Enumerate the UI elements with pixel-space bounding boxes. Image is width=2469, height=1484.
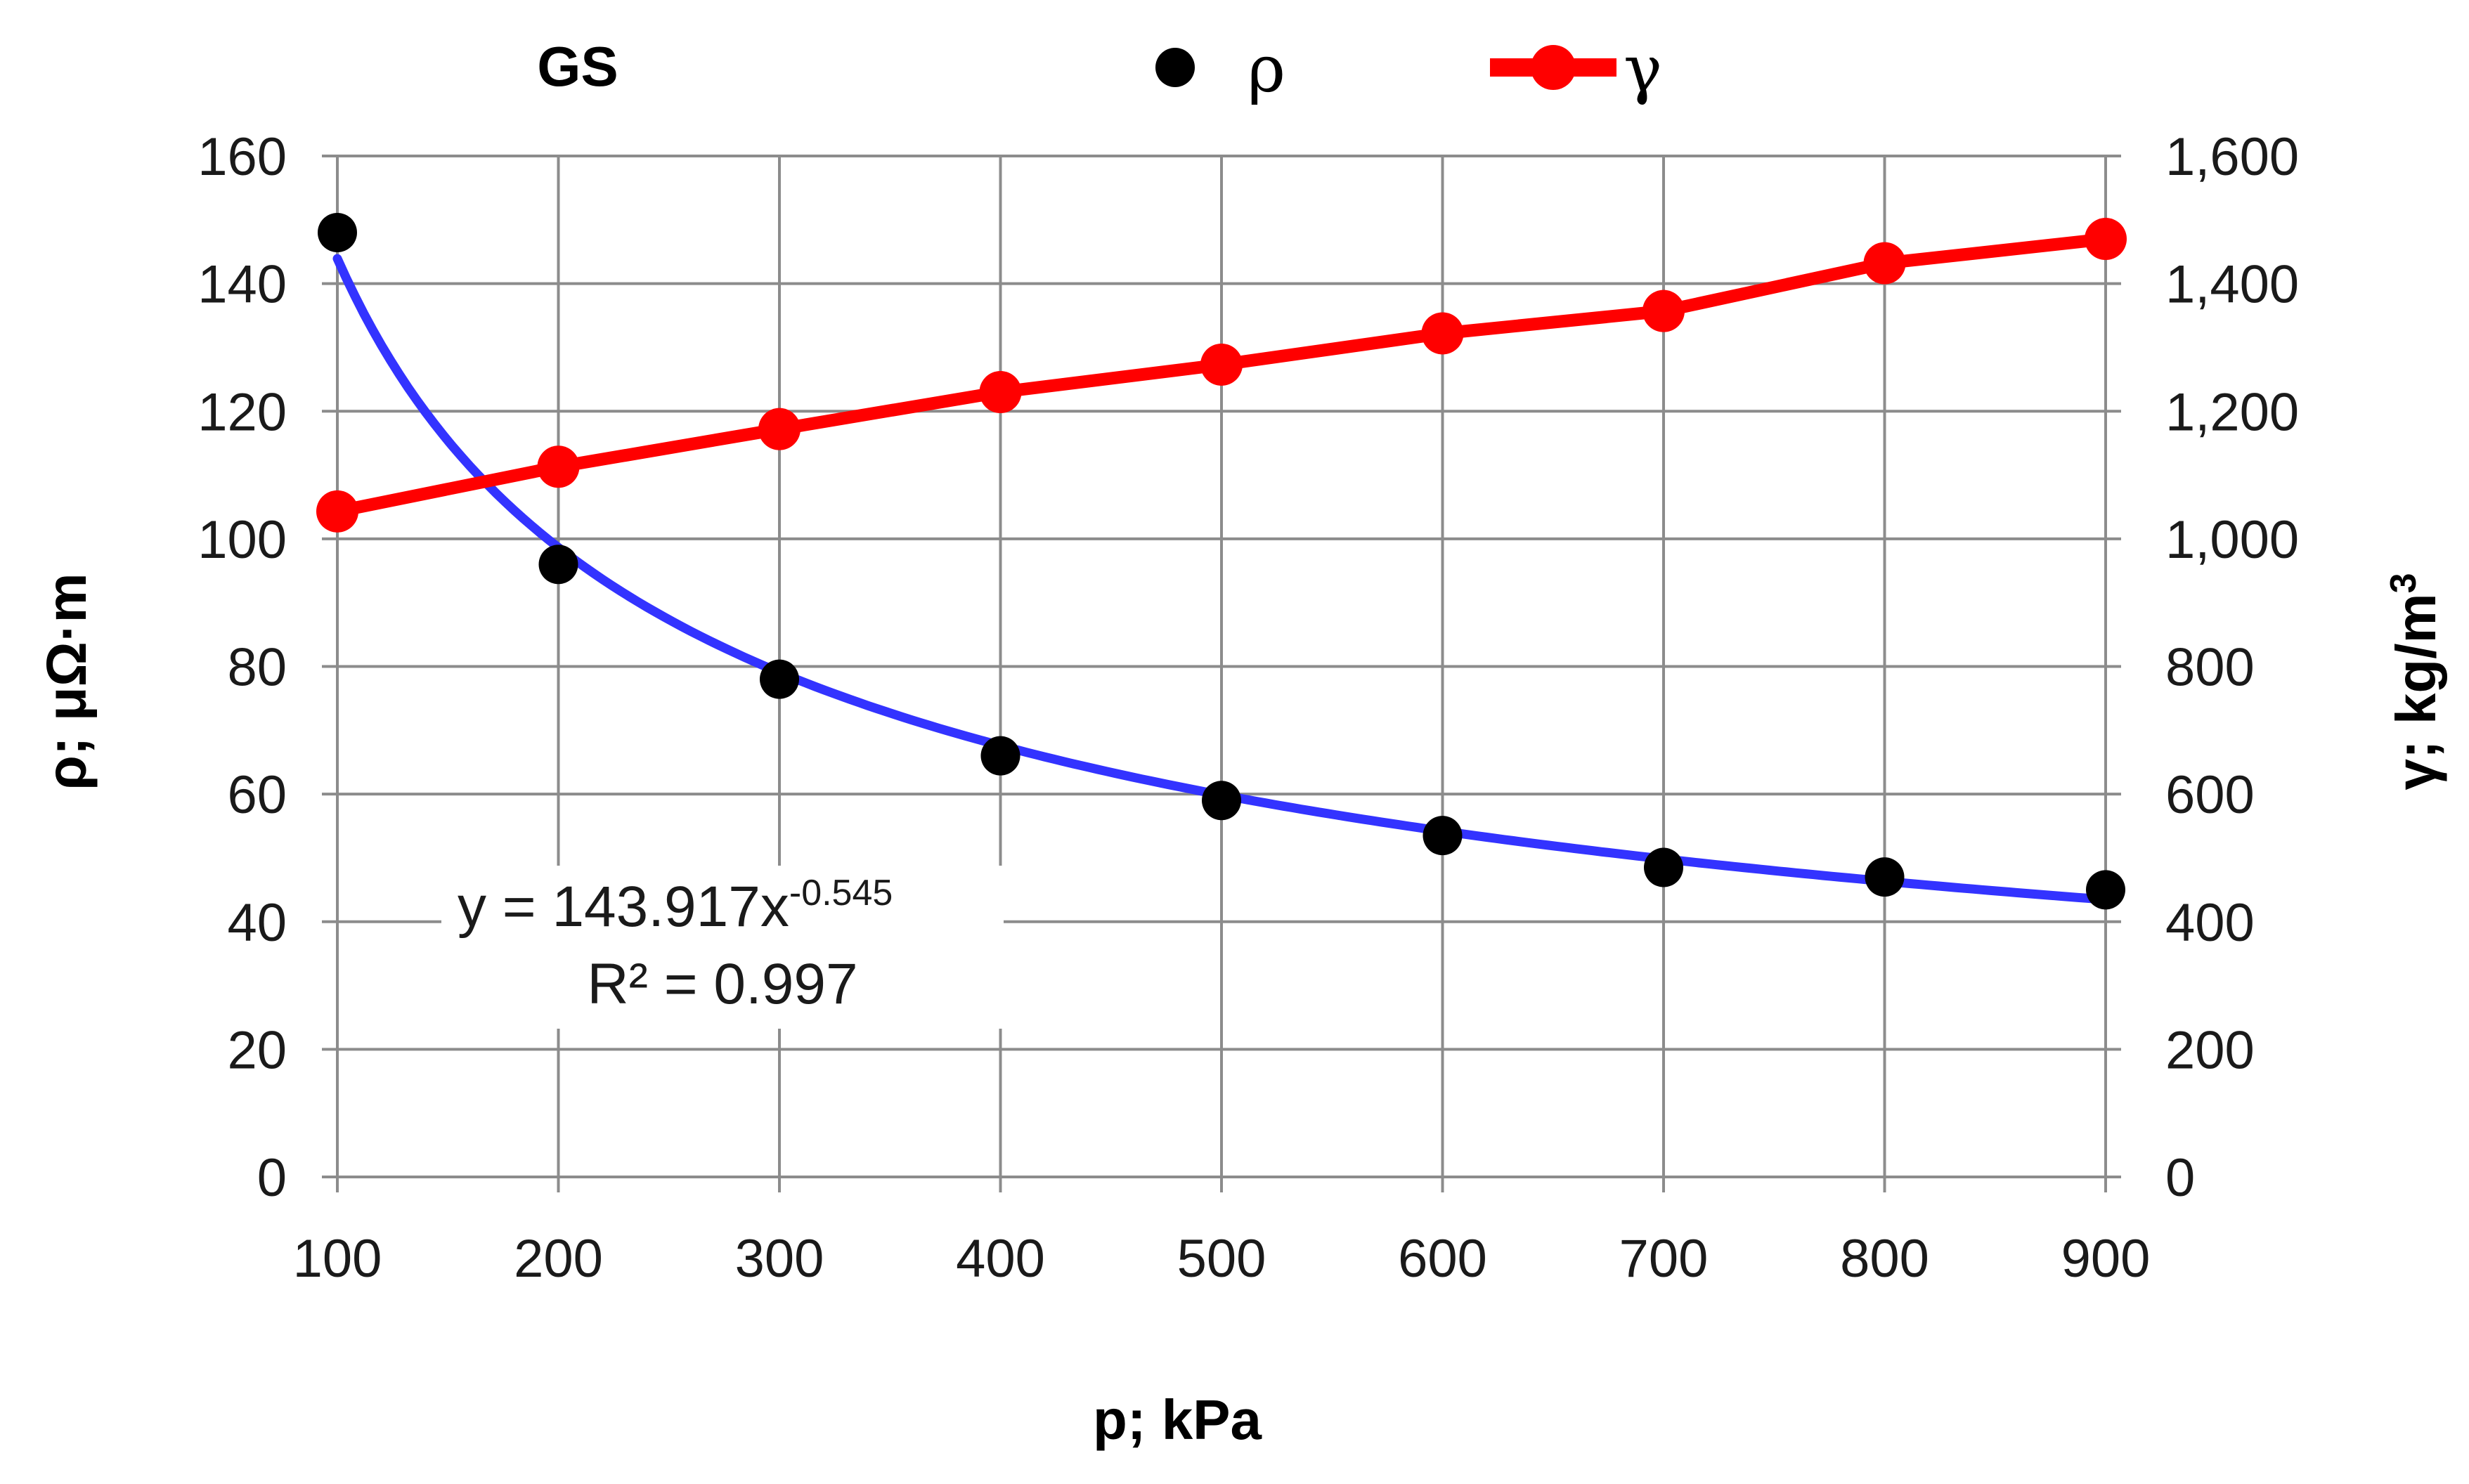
rho-point bbox=[1865, 857, 1905, 897]
y2-tick-label: 1,600 bbox=[2165, 127, 2299, 187]
y-tick-label: 100 bbox=[197, 510, 287, 570]
rho-point bbox=[1202, 781, 1241, 821]
gamma-point bbox=[1200, 343, 1243, 386]
gamma-point bbox=[1642, 289, 1685, 332]
gamma-point bbox=[1421, 312, 1464, 355]
x-tick-label: 700 bbox=[1619, 1229, 1709, 1289]
y-tick-label: 60 bbox=[227, 765, 287, 825]
rho-point bbox=[1644, 847, 1683, 887]
rho-point bbox=[538, 545, 578, 585]
rho-point bbox=[2086, 870, 2125, 910]
x-tick-label: 400 bbox=[956, 1229, 1045, 1289]
equation-main: y = 143.917x bbox=[458, 875, 789, 939]
y2-tick-label: 1,200 bbox=[2165, 382, 2299, 442]
y2-tick-label: 1,000 bbox=[2165, 510, 2299, 570]
rho-point bbox=[760, 659, 799, 699]
tick-labels: 0 20 40 60 80 100 120 140 160 0 200 400 600 800 1,000 1… bbox=[197, 127, 2299, 1289]
equation-exponent: -0.545 bbox=[789, 873, 893, 913]
chart-title: GS bbox=[537, 35, 618, 98]
y2-tick-label: 400 bbox=[2165, 893, 2255, 953]
y2-axis-title: γ; kg/m3 bbox=[2383, 573, 2447, 790]
legend-rho-marker bbox=[1155, 48, 1195, 87]
legend: ρ γ bbox=[1155, 32, 1662, 107]
x-tick-label: 800 bbox=[1840, 1229, 1929, 1289]
y2-tick-label: 1,400 bbox=[2165, 255, 2299, 315]
y-tick-label: 120 bbox=[197, 382, 287, 442]
series-group bbox=[316, 212, 2127, 910]
y2-tick-label: 600 bbox=[2165, 765, 2255, 825]
x-tick-label: 900 bbox=[2061, 1229, 2151, 1289]
gamma-point bbox=[537, 445, 580, 488]
trendline-equation: y = 143.917x-0.545 R² = 0.997 bbox=[441, 866, 1004, 1029]
rho-point bbox=[1423, 816, 1463, 856]
gamma-point bbox=[2085, 218, 2127, 261]
gamma-point bbox=[758, 408, 801, 450]
r-squared-text: R² = 0.997 bbox=[587, 952, 857, 1016]
y-tick-label: 160 bbox=[197, 127, 287, 187]
y-tick-label: 80 bbox=[227, 638, 287, 698]
y2-tick-label: 800 bbox=[2165, 638, 2255, 698]
x-tick-label: 200 bbox=[514, 1229, 603, 1289]
y-tick-label: 20 bbox=[227, 1020, 287, 1080]
y2-axis-title-sup: 3 bbox=[2383, 573, 2424, 594]
gamma-point bbox=[1863, 242, 1906, 285]
x-tick-label: 600 bbox=[1398, 1229, 1487, 1289]
y2-tick-label: 0 bbox=[2165, 1148, 2195, 1208]
rho-point bbox=[980, 736, 1020, 776]
x-axis-title: p; kPa bbox=[1093, 1388, 1262, 1451]
x-tick-label: 500 bbox=[1177, 1229, 1266, 1289]
equation-text: y = 143.917x-0.545 bbox=[458, 873, 893, 939]
legend-gamma-label: γ bbox=[1624, 32, 1662, 107]
y2-axis-title-main: γ; kg/m bbox=[2385, 593, 2447, 790]
equation-box bbox=[441, 866, 1004, 1029]
gamma-point bbox=[979, 371, 1022, 414]
x-tick-label: 100 bbox=[293, 1229, 382, 1289]
legend-rho-label: ρ bbox=[1248, 32, 1285, 107]
y-tick-label: 40 bbox=[227, 893, 287, 953]
y-tick-label: 0 bbox=[257, 1148, 287, 1208]
legend-gamma-marker bbox=[1531, 45, 1576, 90]
gamma-point bbox=[316, 490, 358, 533]
y-axis-title: ρ; μΩ·m bbox=[35, 573, 98, 790]
y-tick-label: 140 bbox=[197, 255, 287, 315]
x-tick-label: 300 bbox=[735, 1229, 824, 1289]
y2-tick-label: 200 bbox=[2165, 1020, 2255, 1080]
rho-point bbox=[318, 212, 357, 252]
